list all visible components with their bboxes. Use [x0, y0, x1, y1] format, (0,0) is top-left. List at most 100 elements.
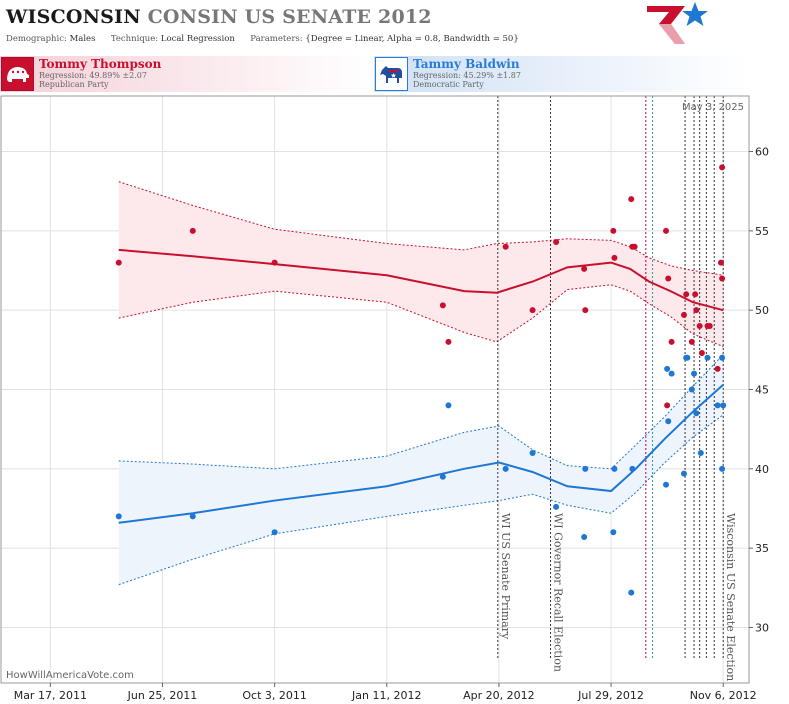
candidate-regression: Regression: 49.89% ±2.07 [39, 71, 147, 80]
poll-point [692, 291, 699, 298]
poll-point [680, 311, 687, 318]
poll-point [706, 323, 713, 330]
candidate-regression: Regression: 45.29% ±1.87 [413, 71, 521, 80]
poll-point [665, 275, 672, 282]
y-tick-label: 55 [755, 225, 769, 238]
poll-point [696, 323, 703, 330]
poll-point [714, 402, 721, 409]
x-tick-label: Jan 11, 2012 [351, 689, 421, 702]
chart-title: WISCONSIN CONSIN US SENATE 2012 [6, 6, 432, 28]
technique-value: Local Regression [160, 34, 235, 44]
poll-point [684, 354, 691, 361]
poll-chart: WI US Senate Primary WI Governor Recall E… [0, 95, 769, 702]
poll-point [631, 243, 638, 250]
poll-point [581, 534, 588, 541]
chart-header: WISCONSIN CONSIN US SENATE 2012 Demograp… [0, 0, 749, 50]
poll-point [271, 259, 278, 266]
poll-point [502, 243, 509, 250]
poll-point [664, 402, 671, 409]
x-tick-label: Oct 3, 2011 [242, 689, 307, 702]
confidence-band [118, 181, 724, 347]
poll-point [115, 259, 122, 266]
x-tick-label: Nov 6, 2012 [690, 689, 757, 702]
poll-point [553, 503, 560, 510]
poll-point [693, 410, 700, 417]
x-tick-label: Jun 25, 2011 [127, 689, 198, 702]
x-tick-label: Jul 29, 2012 [577, 689, 644, 702]
poll-point [628, 196, 635, 203]
y-tick-label: 30 [755, 621, 769, 634]
y-tick-label: 35 [755, 542, 769, 555]
poll-point [663, 481, 670, 488]
y-tick-label: 40 [755, 463, 769, 476]
poll-point [582, 465, 589, 472]
poll-point [610, 529, 617, 536]
regression-line [118, 383, 724, 524]
poll-point [629, 465, 636, 472]
title-race: CONSIN US SENATE 2012 [147, 6, 432, 28]
poll-point [719, 275, 726, 282]
candidate-panel-baldwin: Tammy Baldwin Regression: 45.29% ±1.87 D… [374, 56, 749, 92]
poll-point [704, 354, 711, 361]
y-tick-label: 45 [755, 384, 769, 397]
candidate-party: Democratic Party [413, 80, 484, 89]
poll-point [688, 386, 695, 393]
demographic-value: Males [69, 34, 96, 44]
poll-point [664, 365, 671, 372]
title-state: WISCONSIN [6, 6, 141, 28]
poll-point [668, 370, 675, 377]
date-stamp: May 3, 2025 [682, 102, 744, 113]
poll-point [189, 227, 196, 234]
band-upper-line [118, 181, 724, 276]
poll-point [581, 265, 588, 272]
event-label: Wisconsin US Senate Election [724, 513, 737, 681]
poll-point [697, 449, 704, 456]
site-logo-icon [647, 2, 708, 44]
poll-point [445, 402, 452, 409]
poll-point [693, 307, 700, 314]
poll-point [691, 370, 698, 377]
poll-point [439, 302, 446, 309]
candidate-party: Republican Party [39, 80, 109, 89]
x-tick-label: Mar 17, 2011 [14, 689, 87, 702]
poll-point [439, 473, 446, 480]
poll-point [610, 227, 617, 234]
poll-point [553, 238, 560, 245]
poll-point [719, 465, 726, 472]
republican-elephant-icon [1, 57, 34, 91]
chart-subtitle: Demographic: Males Technique: Local Regr… [6, 34, 519, 44]
x-tick-label: Apr 20, 2012 [463, 689, 535, 702]
poll-point [611, 254, 618, 261]
poll-point [719, 164, 726, 171]
parameters-key: Parameters: [250, 34, 303, 44]
poll-point [502, 465, 509, 472]
poll-point [717, 259, 724, 266]
band-upper-line [118, 354, 724, 470]
y-tick-label: 50 [755, 304, 769, 317]
candidate-panel-thompson: Tommy Thompson Regression: 49.89% ±2.07 … [0, 56, 375, 92]
poll-point [688, 338, 695, 345]
poll-point [663, 227, 670, 234]
poll-point [698, 350, 705, 357]
candidate-name: Tommy Thompson [39, 57, 162, 71]
technique-key: Technique: [110, 34, 159, 44]
event-label: WI Governor Recall Election [552, 513, 565, 672]
y-tick-label: 60 [755, 146, 769, 159]
poll-point [271, 529, 278, 536]
poll-point [720, 402, 727, 409]
poll-point [665, 418, 672, 425]
poll-point [529, 449, 536, 456]
band-lower-line [118, 414, 724, 586]
poll-point [719, 354, 726, 361]
poll-point [445, 338, 452, 345]
event-label: WI US Senate Primary [499, 513, 512, 640]
poll-point [628, 589, 635, 596]
poll-point [611, 465, 618, 472]
regression-line [118, 248, 724, 312]
parameters-value: {Degree = Linear, Alpha = 0.8, Bandwidth… [305, 34, 519, 44]
poll-point [529, 307, 536, 314]
candidate-name: Tammy Baldwin [413, 57, 520, 71]
band-lower-line [118, 284, 724, 348]
site-credit: HowWillAmericaVote.com [6, 670, 134, 681]
poll-point [189, 513, 196, 520]
